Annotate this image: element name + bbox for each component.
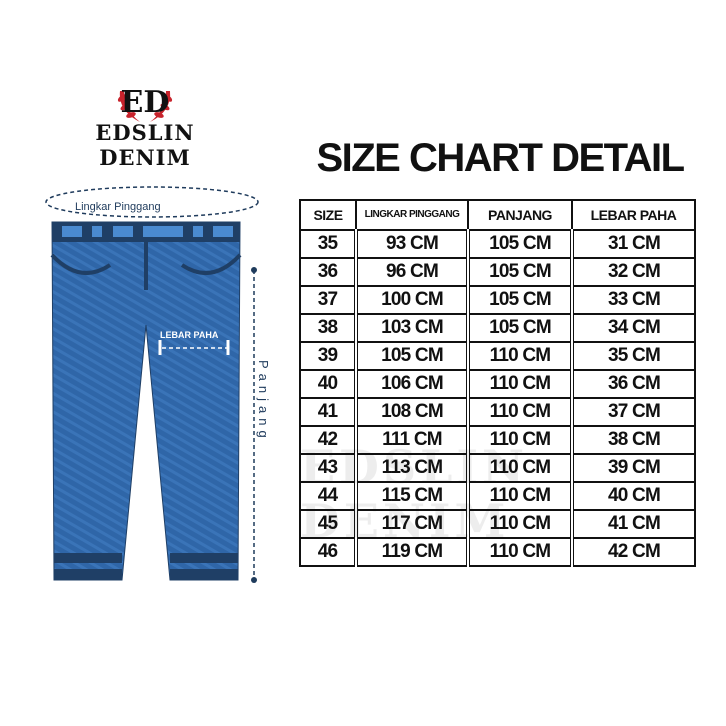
table-row: 41 108 CM 110 CM 37 CM <box>299 397 696 427</box>
table-cell: 35 <box>299 229 357 259</box>
table-cell: 46 <box>299 537 357 567</box>
table-cell: 119 CM <box>354 537 469 567</box>
waist-label: Lingkar Pinggang <box>75 201 161 213</box>
table-cell: 37 <box>299 285 357 315</box>
table-row: 37 100 CM 105 CM 33 CM <box>299 285 696 315</box>
table-cell: 40 CM <box>570 481 696 511</box>
table-row: 45 117 CM 110 CM 41 CM <box>299 509 696 539</box>
table-row: 43 113 CM 110 CM 39 CM <box>299 453 696 483</box>
table-cell: 105 CM <box>354 341 469 371</box>
thigh-label: LEBAR PAHA <box>160 330 219 340</box>
table-cell: 110 CM <box>466 397 573 427</box>
table-cell: 35 CM <box>570 341 696 371</box>
header-thigh: LEBAR PAHA <box>571 199 696 231</box>
table-cell: 110 CM <box>466 481 573 511</box>
table-cell: 110 CM <box>466 509 573 539</box>
table-cell: 105 CM <box>466 285 573 315</box>
header-waist: LINGKAR PINGGANG <box>355 199 469 231</box>
table-cell: 110 CM <box>466 453 573 483</box>
table-cell: 36 <box>299 257 357 287</box>
table-cell: 45 <box>299 509 357 539</box>
table-cell: 39 <box>299 341 357 371</box>
table-row: 35 93 CM 105 CM 31 CM <box>299 229 696 259</box>
jeans-diagram <box>45 186 259 583</box>
table-row: 40 106 CM 110 CM 36 CM <box>299 369 696 399</box>
header-length: PANJANG <box>467 199 573 231</box>
table-cell: 93 CM <box>354 229 469 259</box>
table-cell: 43 <box>299 453 357 483</box>
brand-name: EDSLIN DENIM <box>95 120 195 170</box>
table-cell: 42 CM <box>570 537 696 567</box>
table-cell: 38 <box>299 313 357 343</box>
table-row: 42 111 CM 110 CM 38 CM <box>299 425 696 455</box>
table-cell: 110 CM <box>466 425 573 455</box>
table-cell: 103 CM <box>354 313 469 343</box>
table-row: 44 115 CM 110 CM 40 CM <box>299 481 696 511</box>
table-row: 36 96 CM 105 CM 32 CM <box>299 257 696 287</box>
table-cell: 111 CM <box>354 425 469 455</box>
header-size: SIZE <box>299 199 357 231</box>
length-label: Panjang <box>256 360 271 443</box>
table-cell: 41 <box>299 397 357 427</box>
table-row: 39 105 CM 110 CM 35 CM <box>299 341 696 371</box>
table-cell: 42 <box>299 425 357 455</box>
size-table: SIZE LINGKAR PINGGANG PANJANG LEBAR PAHA… <box>299 199 696 567</box>
table-cell: 40 <box>299 369 357 399</box>
table-cell: 39 CM <box>570 453 696 483</box>
svg-text:ED: ED <box>121 85 170 120</box>
table-cell: 96 CM <box>354 257 469 287</box>
table-cell: 31 CM <box>570 229 696 259</box>
table-cell: 105 CM <box>466 313 573 343</box>
table-row: 46 119 CM 110 CM 42 CM <box>299 537 696 567</box>
table-cell: 108 CM <box>354 397 469 427</box>
table-cell: 34 CM <box>570 313 696 343</box>
table-cell: 44 <box>299 481 357 511</box>
table-cell: 115 CM <box>354 481 469 511</box>
table-cell: 110 CM <box>466 537 573 567</box>
table-cell: 105 CM <box>466 257 573 287</box>
table-cell: 110 CM <box>466 369 573 399</box>
table-cell: 41 CM <box>570 509 696 539</box>
table-cell: 106 CM <box>354 369 469 399</box>
table-cell: 105 CM <box>466 229 573 259</box>
table-cell: 113 CM <box>354 453 469 483</box>
page-title: SIZE CHART DETAIL <box>316 136 685 180</box>
table-cell: 37 CM <box>570 397 696 427</box>
table-cell: 117 CM <box>354 509 469 539</box>
table-cell: 32 CM <box>570 257 696 287</box>
table-cell: 110 CM <box>466 341 573 371</box>
table-row: 38 103 CM 105 CM 34 CM <box>299 313 696 343</box>
brand-logo-icon: ED <box>117 85 173 122</box>
table-cell: 38 CM <box>570 425 696 455</box>
table-cell: 36 CM <box>570 369 696 399</box>
table-cell: 100 CM <box>354 285 469 315</box>
table-cell: 33 CM <box>570 285 696 315</box>
